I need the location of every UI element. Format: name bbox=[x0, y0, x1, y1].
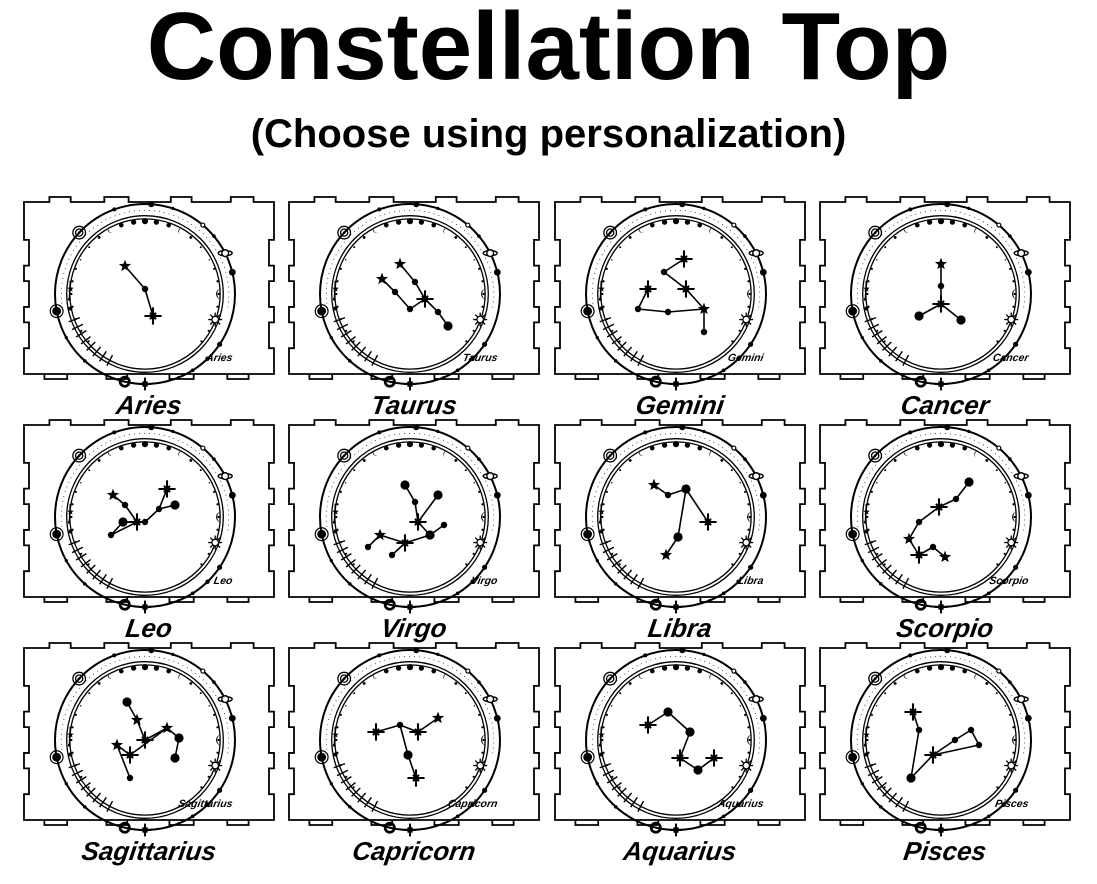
svg-text:Taurus: Taurus bbox=[462, 352, 499, 364]
svg-text:Cancer: Cancer bbox=[992, 352, 1031, 364]
svg-text:Aquarius: Aquarius bbox=[716, 798, 765, 810]
svg-text:Capricorn: Capricorn bbox=[447, 798, 499, 810]
svg-text:Sagittarius: Sagittarius bbox=[177, 798, 233, 810]
svg-text:Aries: Aries bbox=[204, 352, 233, 364]
svg-text:Libra: Libra bbox=[736, 575, 764, 587]
svg-text:Scorpio: Scorpio bbox=[988, 575, 1030, 587]
svg-text:Leo: Leo bbox=[213, 575, 234, 587]
svg-text:Pisces: Pisces bbox=[994, 798, 1029, 810]
svg-text:Gemini: Gemini bbox=[726, 352, 765, 364]
svg-text:Virgo: Virgo bbox=[470, 575, 499, 587]
